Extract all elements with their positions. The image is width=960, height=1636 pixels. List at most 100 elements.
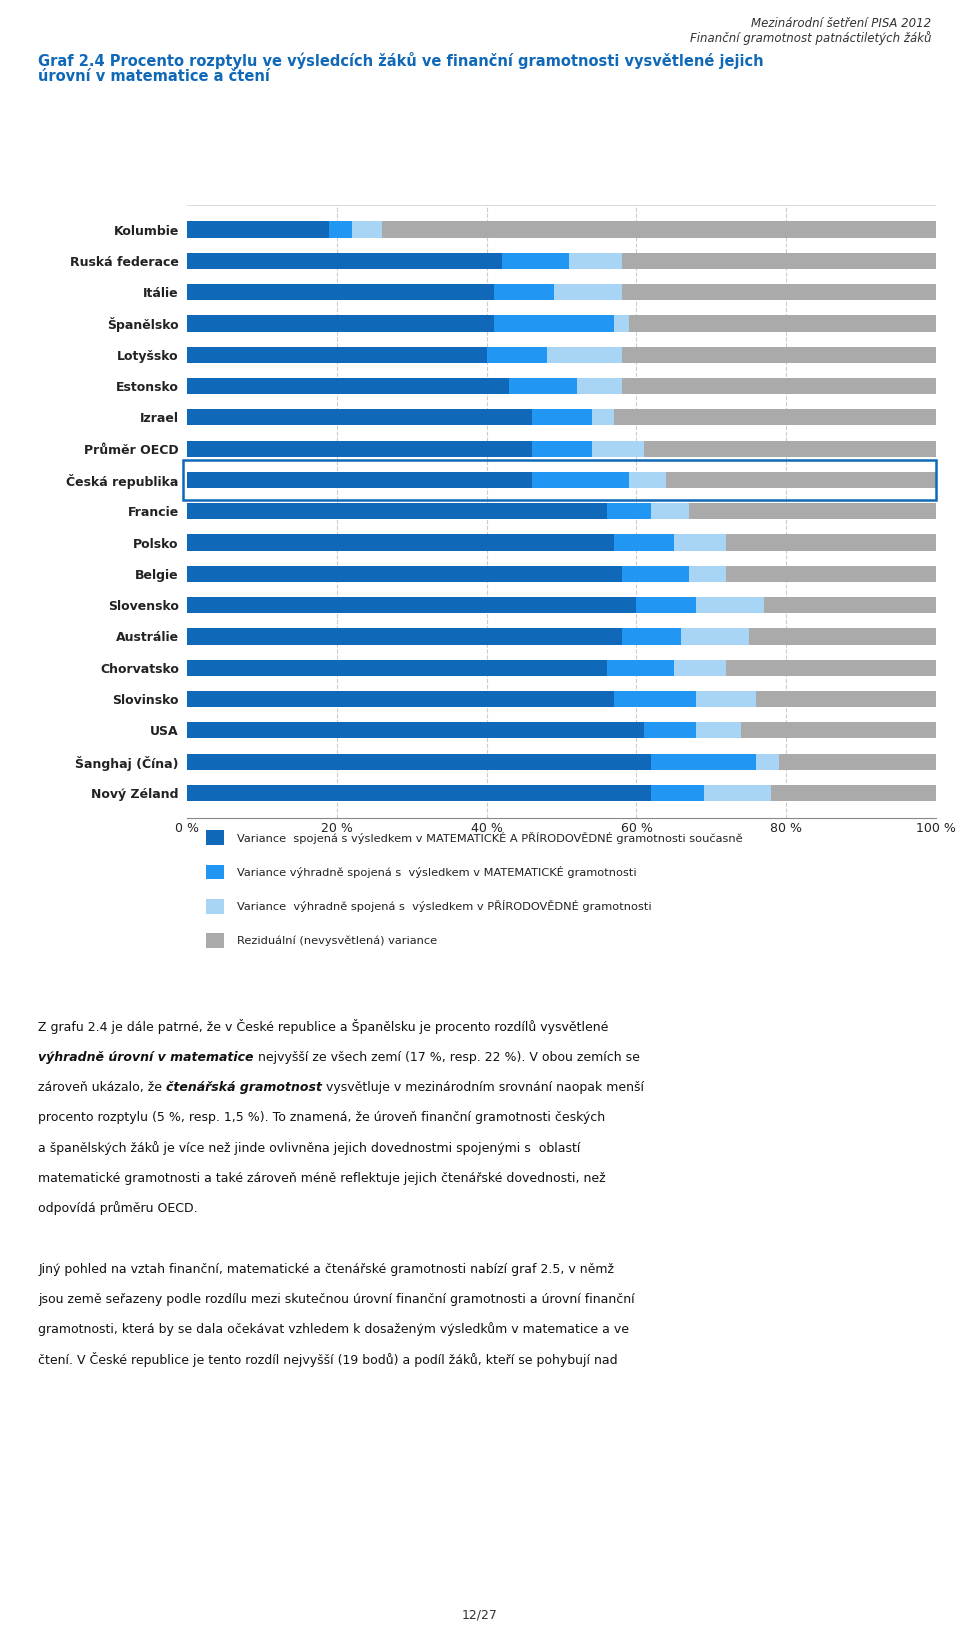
Bar bbox=[329, 221, 352, 237]
Bar bbox=[591, 409, 614, 425]
Bar bbox=[674, 535, 727, 551]
Bar bbox=[689, 566, 727, 582]
Bar bbox=[764, 597, 936, 614]
Bar bbox=[621, 285, 936, 301]
Bar bbox=[621, 628, 682, 645]
Bar bbox=[187, 628, 621, 645]
Bar bbox=[674, 659, 727, 676]
Bar bbox=[532, 440, 591, 456]
Bar bbox=[727, 566, 936, 582]
Bar bbox=[727, 659, 936, 676]
Bar bbox=[187, 690, 614, 707]
Bar bbox=[577, 378, 621, 394]
Bar bbox=[614, 535, 674, 551]
Bar bbox=[621, 566, 689, 582]
Bar bbox=[652, 785, 704, 802]
Bar bbox=[187, 785, 652, 802]
Bar bbox=[621, 378, 936, 394]
Bar bbox=[704, 785, 771, 802]
Bar bbox=[187, 659, 607, 676]
Bar bbox=[644, 721, 696, 738]
Bar bbox=[352, 221, 382, 237]
Bar bbox=[187, 566, 621, 582]
Bar bbox=[502, 252, 569, 268]
Bar bbox=[554, 285, 621, 301]
Bar bbox=[187, 347, 487, 363]
Bar bbox=[187, 471, 532, 488]
Bar bbox=[741, 721, 936, 738]
Bar bbox=[187, 221, 329, 237]
Bar bbox=[546, 347, 621, 363]
Bar bbox=[187, 285, 494, 301]
Bar bbox=[696, 597, 764, 614]
Bar bbox=[487, 347, 546, 363]
Bar bbox=[591, 440, 644, 456]
Text: čtení. V České republice je tento rozdíl nejvyšší (19 bodů) a podíl žáků, kteří : čtení. V České republice je tento rozdíl… bbox=[38, 1351, 618, 1366]
Text: jsou země seřazeny podle rozdílu mezi skutečnou úrovní finanční gramotnosti a úr: jsou země seřazeny podle rozdílu mezi sk… bbox=[38, 1292, 635, 1306]
Text: matematické gramotnosti a také zároveň méně reflektuje jejich čtenářské dovednos: matematické gramotnosti a také zároveň m… bbox=[38, 1171, 606, 1184]
Bar bbox=[756, 690, 936, 707]
Bar bbox=[569, 252, 621, 268]
Text: Variance  spojená s výsledkem v MATEMATICKÉ A PŘÍRODOVĚDNÉ gramotnosti současně: Variance spojená s výsledkem v MATEMATIC… bbox=[237, 831, 743, 844]
Text: Z grafu 2.4 je dále patrné, že v České republice a Španělsku je procento rozdílů: Z grafu 2.4 je dále patrné, že v České r… bbox=[38, 1019, 609, 1034]
Bar bbox=[779, 754, 936, 771]
Bar bbox=[629, 316, 936, 332]
Bar bbox=[494, 316, 614, 332]
Bar bbox=[187, 252, 502, 268]
Bar bbox=[187, 440, 532, 456]
Text: Variance  výhradně spojená s  výsledkem v PŘÍRODOVĚDNÉ gramotnosti: Variance výhradně spojená s výsledkem v … bbox=[237, 900, 652, 913]
Bar bbox=[696, 721, 741, 738]
Bar bbox=[652, 754, 756, 771]
Bar bbox=[187, 316, 494, 332]
Text: odpovídá průměru OECD.: odpovídá průměru OECD. bbox=[38, 1201, 198, 1216]
Bar bbox=[629, 471, 666, 488]
Bar bbox=[509, 378, 577, 394]
Bar bbox=[187, 597, 636, 614]
Text: Variance výhradně spojená s  výsledkem v MATEMATICKÉ gramotnosti: Variance výhradně spojená s výsledkem v … bbox=[237, 865, 636, 879]
Bar bbox=[644, 440, 936, 456]
Bar bbox=[607, 504, 652, 519]
Text: úrovní v matematice a čtení: úrovní v matematice a čtení bbox=[38, 69, 271, 83]
Text: 12/27: 12/27 bbox=[462, 1608, 498, 1621]
Bar bbox=[756, 754, 779, 771]
Bar bbox=[621, 252, 936, 268]
Bar bbox=[682, 628, 749, 645]
Text: gramotnosti, která by se dala očekávat vzhledem k dosaženým výsledkům v matemati: gramotnosti, která by se dala očekávat v… bbox=[38, 1322, 630, 1337]
Bar bbox=[614, 690, 696, 707]
Bar bbox=[187, 535, 614, 551]
Bar bbox=[532, 471, 629, 488]
Bar bbox=[183, 460, 936, 501]
Bar bbox=[187, 721, 644, 738]
Text: Jiný pohled na vztah finanční, matematické a čtenářské gramotnosti nabízí graf 2: Jiný pohled na vztah finanční, matematic… bbox=[38, 1263, 614, 1276]
Text: Graf 2.4 Procento rozptylu ve výsledcích žáků ve finanční gramotnosti vysvětlené: Graf 2.4 Procento rozptylu ve výsledcích… bbox=[38, 51, 764, 69]
Bar bbox=[187, 504, 607, 519]
Bar bbox=[727, 535, 936, 551]
Text: procento rozptylu (5 %, resp. 1,5 %). To znamená, že úroveň finanční gramotnosti: procento rozptylu (5 %, resp. 1,5 %). To… bbox=[38, 1111, 606, 1124]
Text: Finanční gramotnost patnáctiletých žáků: Finanční gramotnost patnáctiletých žáků bbox=[689, 31, 931, 46]
Bar bbox=[652, 504, 689, 519]
Bar bbox=[666, 471, 936, 488]
Text: čtenářská gramotnost: čtenářská gramotnost bbox=[166, 1081, 323, 1094]
Bar bbox=[187, 409, 532, 425]
Bar bbox=[614, 409, 936, 425]
Bar bbox=[614, 316, 629, 332]
Bar bbox=[382, 221, 936, 237]
Bar bbox=[621, 347, 936, 363]
Bar bbox=[636, 597, 696, 614]
Bar bbox=[689, 504, 936, 519]
Bar bbox=[771, 785, 936, 802]
Text: Reziduální (nevysvětlená) variance: Reziduální (nevysvětlená) variance bbox=[237, 936, 437, 946]
Bar bbox=[607, 659, 674, 676]
Bar bbox=[187, 754, 652, 771]
Text: a španělských žáků je více než jinde ovlivněna jejich dovednostmi spojenými s  o: a španělských žáků je více než jinde ovl… bbox=[38, 1140, 581, 1155]
Bar bbox=[187, 378, 509, 394]
Bar bbox=[532, 409, 591, 425]
Bar bbox=[749, 628, 936, 645]
Text: výhradně úrovní v matematice: výhradně úrovní v matematice bbox=[38, 1050, 253, 1063]
Bar bbox=[494, 285, 554, 301]
Text: zároveň ukázalo, že: zároveň ukázalo, že bbox=[38, 1081, 166, 1094]
Text: Mezinárodní šetření PISA 2012: Mezinárodní šetření PISA 2012 bbox=[751, 16, 931, 29]
Text: vysvětluje v mezinárodním srovnání naopak menší: vysvětluje v mezinárodním srovnání naopa… bbox=[323, 1081, 644, 1094]
Text: nejvyšší ze všech zemí (17 %, resp. 22 %). V obou zemích se: nejvyšší ze všech zemí (17 %, resp. 22 %… bbox=[253, 1050, 639, 1063]
Bar bbox=[696, 690, 756, 707]
